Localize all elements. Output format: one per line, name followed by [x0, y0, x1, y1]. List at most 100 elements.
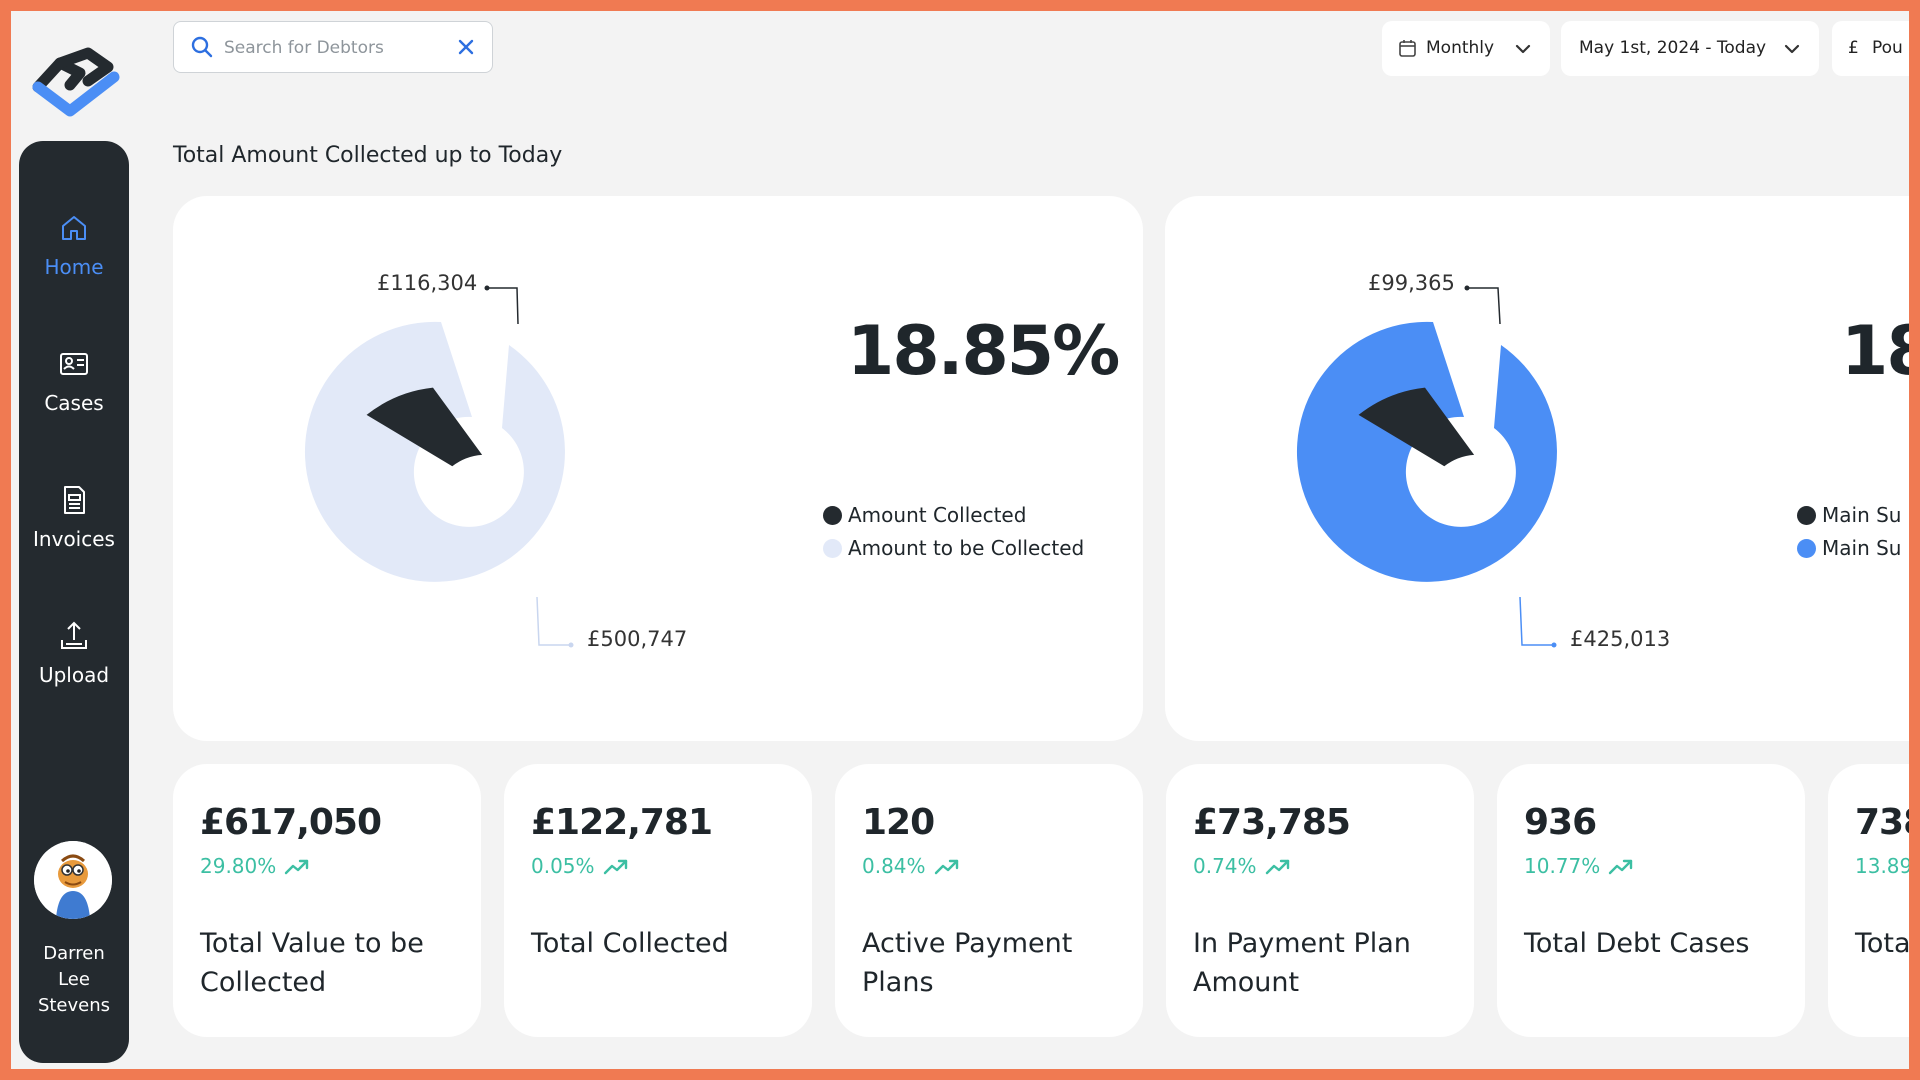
donut-segment-collected: [366, 387, 483, 467]
legend-label: Main Su: [1822, 536, 1902, 560]
avatar[interactable]: [34, 841, 112, 919]
collected-percentage: 18.: [1841, 312, 1920, 391]
stat-change: 10.77%: [1524, 854, 1634, 878]
stat-label: Total Cases: [1855, 928, 1920, 959]
legend-label: Amount to be Collected: [848, 536, 1085, 560]
sidebar-item-label: Home: [44, 255, 104, 279]
trend-up-icon: [1609, 859, 1633, 875]
stat-label: Total Debt Cases: [1524, 928, 1750, 959]
leader-dot-collected: [1464, 285, 1470, 291]
chevron-down-icon: [1784, 44, 1800, 54]
stat-value: £73,785: [1193, 802, 1351, 843]
search-input[interactable]: [222, 34, 426, 62]
home-icon: [62, 216, 86, 240]
stat-card-total-value[interactable]: £617,050 29.80% Total Value to be Collec…: [173, 764, 481, 1037]
chevron-down-icon: [1515, 44, 1531, 54]
trend-up-icon: [603, 859, 627, 875]
collected-amount-label: £116,304: [377, 271, 478, 295]
donut-chart: [304, 285, 574, 648]
donut-segment-remaining: [1296, 321, 1557, 582]
user-middle-name: Lee: [58, 969, 90, 990]
upload-icon: [61, 621, 87, 649]
legend-swatch: [823, 539, 842, 558]
stat-card-payment-plan-amount[interactable]: £73,785 0.74% In Payment Plan Amount: [1166, 764, 1474, 1037]
stat-change: 0.05%: [531, 854, 629, 878]
cartoon-avatar-image: [34, 841, 112, 919]
search-icon: [191, 36, 213, 58]
period-select[interactable]: Monthly: [1382, 21, 1550, 76]
stat-value: 936: [1524, 802, 1597, 843]
trend-up-icon: [1265, 859, 1289, 875]
legend-swatch: [1797, 506, 1816, 525]
stat-label: In Payment Plan Amount: [1193, 928, 1411, 998]
legend-item-remaining: Main Su: [1797, 536, 1901, 560]
stat-value: £617,050: [200, 802, 382, 843]
collected-amount-label: £99,365: [1368, 271, 1455, 295]
main-supplier-donut-card: £99,365 £425,013 18. Main Su Main Su: [1165, 196, 1920, 741]
stat-change-value: 29.80%: [200, 854, 277, 878]
currency-symbol: £: [1848, 38, 1859, 58]
stat-change: 29.80%: [200, 854, 310, 878]
stat-label: Total Value to be Collected: [200, 928, 424, 998]
sidebar-item-upload[interactable]: Upload: [19, 619, 129, 687]
remaining-amount-label: £500,747: [587, 627, 688, 651]
calendar-icon: [1399, 40, 1416, 57]
debtor-search: [173, 21, 493, 73]
stat-card-total-cases[interactable]: 738 13.89 Total Cases: [1828, 764, 1920, 1037]
invoice-icon: [64, 486, 85, 514]
legend-swatch: [823, 506, 842, 525]
stat-value: 738: [1855, 802, 1920, 843]
stat-change: 0.74%: [1193, 854, 1291, 878]
leader-line-collected: [487, 287, 519, 325]
stat-change: 13.89: [1855, 854, 1912, 878]
sidebar-item-invoices[interactable]: Invoices: [19, 483, 129, 551]
legend-item-collected: Main Su: [1797, 503, 1901, 527]
stat-label: Active Payment Plans: [862, 928, 1073, 998]
date-range-select[interactable]: May 1st, 2024 - Today: [1561, 21, 1819, 76]
stat-change: 0.84%: [862, 854, 960, 878]
leader-line-remaining: [536, 596, 571, 646]
leader-line-remaining: [1519, 596, 1554, 646]
stat-card-total-collected[interactable]: £122,781 0.05% Total Collected: [504, 764, 812, 1037]
id-card-icon: [60, 353, 88, 375]
sidebar-item-label: Upload: [38, 663, 110, 687]
sidebar-item-cases[interactable]: Cases: [19, 347, 129, 415]
stat-card-active-payment-plans[interactable]: 120 0.84% Active Payment Plans: [835, 764, 1143, 1037]
legend-item-remaining: Amount to be Collected: [823, 536, 1084, 560]
donut-chart: [1296, 285, 1557, 648]
date-range-value: May 1st, 2024 - Today: [1579, 38, 1767, 58]
stat-change-value: 0.84%: [862, 854, 926, 878]
stat-card-total-debt-cases[interactable]: 936 10.77% Total Debt Cases: [1497, 764, 1805, 1037]
stat-value: £122,781: [531, 802, 713, 843]
user-name: Darren Lee Stevens: [19, 941, 129, 1019]
brand-logo[interactable]: [30, 45, 120, 120]
stat-change-value: 0.74%: [1193, 854, 1257, 878]
sidebar-item-label: Invoices: [33, 527, 115, 551]
donut-segment-collected: [1358, 387, 1475, 467]
currency-value: Pou: [1872, 38, 1903, 58]
stat-change-value: 0.05%: [531, 854, 595, 878]
leader-dot-remaining: [568, 642, 574, 648]
stat-change-value: 10.77%: [1524, 854, 1601, 878]
trend-up-icon: [285, 859, 309, 875]
legend-label: Amount Collected: [848, 503, 1027, 527]
clear-search-icon[interactable]: [456, 37, 476, 57]
leader-dot-remaining: [1551, 642, 1557, 648]
stat-change-value: 13.89: [1855, 854, 1913, 878]
donut-segment-remaining: [304, 321, 565, 582]
remaining-amount-label: £425,013: [1570, 627, 1671, 651]
sidebar-item-home[interactable]: Home: [19, 211, 129, 279]
section-title: Total Amount Collected up to Today: [173, 143, 563, 168]
legend-label: Main Su: [1822, 503, 1902, 527]
currency-select[interactable]: £ Pou: [1832, 21, 1920, 76]
user-last-name: Stevens: [37, 995, 111, 1016]
trend-up-icon: [934, 859, 958, 875]
collected-percentage: 18.85%: [847, 312, 1120, 391]
period-value: Monthly: [1426, 38, 1495, 58]
user-first-name: Darren: [43, 943, 105, 964]
legend-swatch: [1797, 539, 1816, 558]
legend-item-collected: Amount Collected: [823, 503, 1026, 527]
sidebar: Home Cases Invoices: [19, 141, 129, 1063]
collection-donut-card: £116,304 £500,747 18.85% Amount Collecte…: [173, 196, 1143, 741]
leader-dot-collected: [484, 285, 490, 291]
